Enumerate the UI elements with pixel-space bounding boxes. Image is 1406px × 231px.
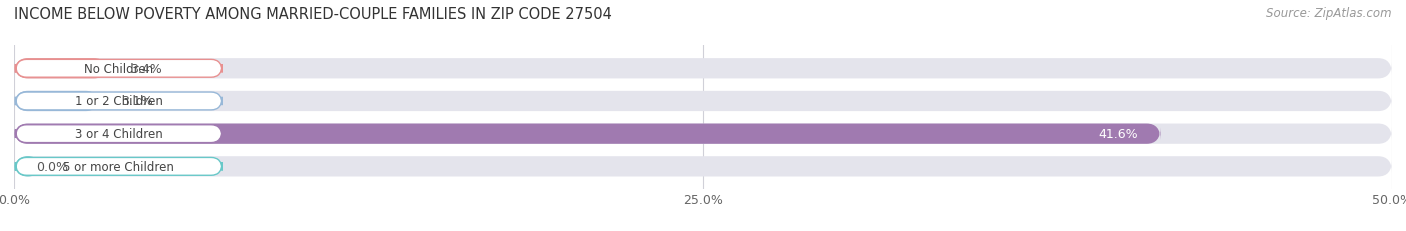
- Text: Source: ZipAtlas.com: Source: ZipAtlas.com: [1267, 7, 1392, 20]
- Text: No Children: No Children: [84, 63, 153, 76]
- Text: 3.4%: 3.4%: [129, 63, 162, 76]
- Text: 41.6%: 41.6%: [1098, 128, 1139, 140]
- Text: 0.0%: 0.0%: [37, 160, 67, 173]
- Text: 5 or more Children: 5 or more Children: [63, 160, 174, 173]
- Text: 3 or 4 Children: 3 or 4 Children: [75, 128, 163, 140]
- FancyBboxPatch shape: [14, 157, 42, 177]
- FancyBboxPatch shape: [14, 124, 1160, 144]
- FancyBboxPatch shape: [14, 124, 1392, 144]
- FancyBboxPatch shape: [14, 157, 1392, 177]
- Text: 3.1%: 3.1%: [121, 95, 153, 108]
- FancyBboxPatch shape: [14, 91, 100, 112]
- FancyBboxPatch shape: [15, 60, 222, 78]
- Text: 1 or 2 Children: 1 or 2 Children: [75, 95, 163, 108]
- FancyBboxPatch shape: [14, 91, 1392, 112]
- FancyBboxPatch shape: [15, 125, 222, 143]
- FancyBboxPatch shape: [15, 158, 222, 176]
- FancyBboxPatch shape: [14, 59, 108, 79]
- FancyBboxPatch shape: [15, 93, 222, 110]
- Text: INCOME BELOW POVERTY AMONG MARRIED-COUPLE FAMILIES IN ZIP CODE 27504: INCOME BELOW POVERTY AMONG MARRIED-COUPL…: [14, 7, 612, 22]
- FancyBboxPatch shape: [14, 59, 1392, 79]
